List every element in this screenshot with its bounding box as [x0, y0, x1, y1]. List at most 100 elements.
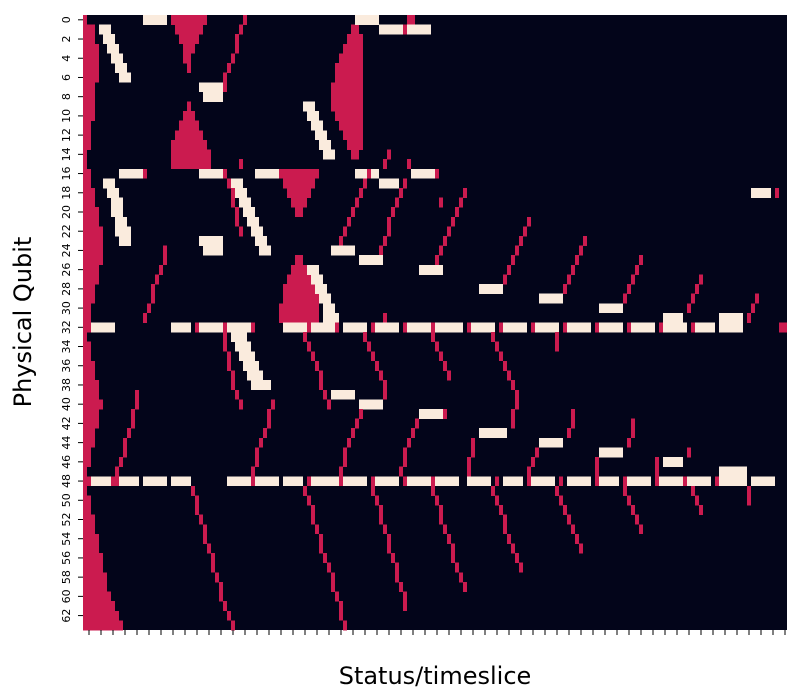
heatmap-cell	[511, 543, 515, 554]
heatmap-cell	[319, 380, 323, 391]
y-tick-label: 14	[60, 147, 73, 161]
heatmap-cell	[359, 408, 363, 419]
heatmap-cell	[503, 360, 507, 371]
heatmap-cell	[435, 341, 439, 352]
heatmap-cell	[411, 428, 415, 439]
y-tick-label: 10	[60, 109, 73, 123]
heatmap-cell	[339, 466, 343, 477]
heatmap-cell	[447, 533, 451, 544]
heatmap-cell	[83, 476, 91, 487]
heatmap-cell	[699, 274, 703, 285]
heatmap-cell	[251, 322, 255, 333]
heatmap-cell	[263, 428, 267, 439]
heatmap-cell	[503, 476, 523, 487]
y-tick-label: 30	[60, 301, 73, 315]
heatmap-cell	[511, 255, 515, 266]
heatmap-cell	[371, 322, 375, 333]
y-tick-label: 8	[60, 93, 73, 100]
heatmap-cell	[119, 236, 131, 246]
heatmap-cell	[335, 322, 339, 333]
heatmap-cell	[327, 562, 331, 573]
heatmap-cell	[407, 159, 411, 170]
heatmap-cell	[359, 187, 363, 198]
heatmap-cell	[211, 562, 215, 573]
heatmap-cell	[83, 581, 107, 592]
heatmap-cell	[231, 53, 235, 64]
heatmap-cell	[283, 178, 315, 189]
heatmap-cell	[751, 187, 771, 198]
heatmap-cell	[515, 245, 519, 256]
heatmap-cell	[495, 495, 499, 506]
heatmap-cell	[571, 408, 575, 419]
heatmap-cell	[495, 341, 499, 352]
heatmap-cell	[655, 457, 659, 467]
heatmap-cell	[231, 370, 235, 381]
heatmap-cell	[339, 601, 343, 612]
heatmap-cell	[83, 15, 87, 25]
heatmap-cell	[431, 322, 435, 333]
heatmap-cell	[99, 24, 111, 35]
heatmap-cell	[171, 139, 207, 150]
heatmap-cell	[363, 178, 367, 189]
heatmap-cell	[443, 236, 447, 246]
heatmap-cell	[215, 572, 219, 583]
heatmap-cell	[279, 303, 319, 314]
heatmap-cell	[83, 72, 99, 83]
heatmap-cell	[83, 82, 95, 93]
heatmap-cell	[243, 15, 247, 25]
heatmap-cell	[83, 34, 95, 45]
heatmap-cell	[439, 245, 443, 256]
heatmap-cell	[579, 543, 583, 554]
heatmap-cell	[235, 43, 239, 54]
heatmap-cell	[463, 187, 467, 198]
heatmap-cell	[343, 457, 347, 467]
heatmap-cell	[371, 351, 375, 362]
heatmap-cell	[695, 495, 699, 506]
heatmap-cell	[283, 476, 303, 487]
heatmap-cell	[331, 91, 363, 102]
heatmap-cell	[83, 418, 99, 429]
heatmap-cell	[343, 447, 347, 458]
heatmap-cell	[387, 543, 391, 554]
heatmap-cell	[171, 15, 207, 25]
heatmap-cell	[399, 466, 403, 477]
heatmap-cell	[623, 476, 627, 487]
heatmap-cell	[507, 533, 511, 544]
heatmap-cell	[83, 360, 95, 371]
y-tick-label: 38	[60, 378, 73, 392]
heatmap-cell	[115, 226, 131, 237]
heatmap-cell	[267, 408, 271, 419]
heatmap-cell	[499, 505, 503, 515]
heatmap-cell	[83, 226, 103, 237]
heatmap-cell	[83, 437, 95, 448]
heatmap-cell	[231, 178, 243, 189]
heatmap-cell	[719, 322, 743, 333]
heatmap-cell	[411, 168, 435, 179]
heatmap-cell	[583, 236, 587, 246]
heatmap-cell	[223, 322, 227, 333]
heatmap-cell	[251, 466, 255, 477]
heatmap-cell	[715, 476, 719, 487]
heatmap-cell	[655, 466, 659, 477]
heatmap-cell	[435, 476, 459, 487]
heatmap-cell	[519, 236, 523, 246]
heatmap-cell	[391, 553, 395, 564]
heatmap-cell	[491, 485, 495, 496]
heatmap-cell	[223, 82, 227, 93]
heatmap-cell	[527, 216, 531, 227]
y-tick-label: 48	[60, 474, 73, 488]
heatmap-cell	[507, 264, 511, 275]
heatmap-cell	[83, 389, 99, 400]
heatmap-cell	[175, 130, 203, 141]
heatmap-cell	[459, 197, 463, 208]
heatmap-cell	[719, 476, 747, 487]
heatmap-cell	[491, 332, 495, 343]
heatmap-cell	[83, 207, 99, 218]
heatmap-cell	[199, 322, 223, 333]
heatmap-cell	[203, 91, 223, 102]
heatmap-cell	[307, 495, 311, 506]
heatmap-cell	[311, 514, 315, 525]
heatmap-cell	[431, 485, 435, 496]
y-tick-label: 28	[60, 282, 73, 296]
heatmap-cell	[403, 591, 407, 602]
